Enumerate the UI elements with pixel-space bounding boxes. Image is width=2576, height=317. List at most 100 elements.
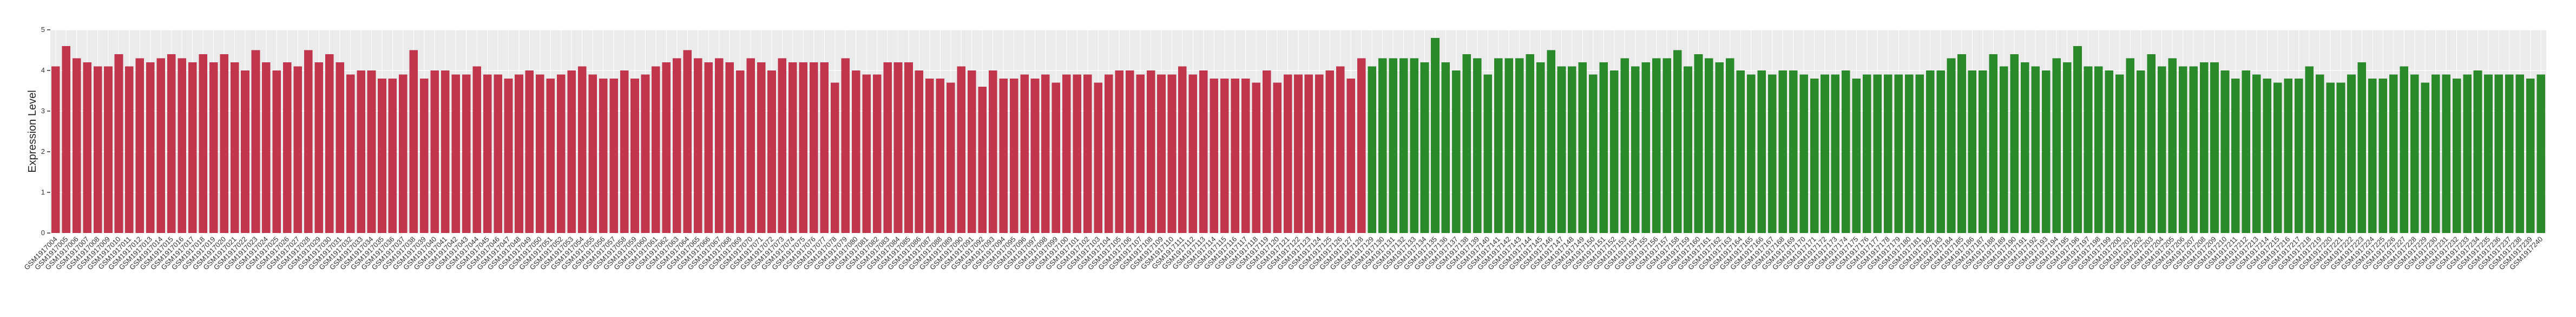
bar (314, 62, 324, 233)
bar (2357, 62, 2367, 233)
bar (652, 66, 660, 233)
bar (2199, 62, 2209, 233)
bar (1146, 70, 1155, 233)
bar (336, 62, 344, 233)
bar (2094, 66, 2103, 233)
bar (810, 62, 818, 233)
bar (599, 79, 608, 233)
bar (2115, 74, 2124, 233)
bar (1536, 62, 1545, 233)
bar (293, 66, 303, 233)
bar (978, 87, 987, 233)
bar (1399, 58, 1408, 233)
bar (1494, 58, 1503, 233)
bar (1799, 74, 1808, 233)
bar (409, 50, 418, 233)
bar (2031, 66, 2040, 233)
bar (1315, 74, 1324, 233)
x-axis-ticks: GSM1917004GSM1917005GSM1917006GSM1917007… (23, 235, 2545, 271)
bar (1357, 58, 1366, 233)
bar (546, 79, 555, 233)
bar (1115, 70, 1123, 233)
bar (2147, 54, 2156, 233)
bar (1294, 74, 1303, 233)
bars (51, 38, 2546, 233)
bar (1684, 66, 1692, 233)
bar (2315, 74, 2324, 233)
bar (209, 62, 218, 233)
bar (1526, 54, 1534, 233)
bar (662, 62, 671, 233)
bar (1831, 74, 1840, 233)
bar (178, 58, 187, 233)
bar (188, 62, 197, 233)
y-tick-label: 3 (41, 107, 45, 115)
bar (2473, 70, 2482, 233)
bar (272, 70, 281, 233)
bar (62, 46, 70, 233)
bar (1968, 70, 1977, 233)
bar (1336, 66, 1345, 233)
bar (1378, 58, 1387, 233)
bar (388, 79, 397, 233)
bar (1662, 58, 1671, 233)
bar (2189, 66, 2198, 233)
bar (1252, 82, 1260, 233)
bar (862, 74, 871, 233)
bar (1157, 74, 1166, 233)
bar (947, 82, 955, 233)
bar (1746, 74, 1756, 233)
bar (2389, 74, 2398, 233)
bar (2168, 58, 2177, 233)
bar (2210, 62, 2219, 233)
bar (2336, 82, 2345, 233)
bar (893, 62, 903, 233)
bar (2231, 79, 2240, 233)
bar (609, 79, 618, 233)
bar (114, 54, 123, 233)
bar (1283, 74, 1292, 233)
bar (988, 70, 997, 233)
y-tick-label: 5 (41, 25, 45, 34)
bar (430, 70, 439, 233)
bar (2400, 66, 2409, 233)
bar (2442, 74, 2450, 233)
bar (2421, 82, 2429, 233)
bar (641, 74, 650, 233)
y-axis-title: Expression Level (27, 90, 38, 172)
bar (1041, 74, 1050, 233)
bar (2252, 74, 2261, 233)
bar (694, 58, 702, 233)
bar (72, 58, 81, 233)
bar (1936, 70, 1945, 233)
bar (2126, 58, 2135, 233)
bar (1863, 74, 1871, 233)
bar (1842, 70, 1850, 233)
bar (2526, 79, 2535, 233)
bar (283, 62, 292, 233)
bar (2378, 79, 2388, 233)
bar (936, 79, 945, 233)
bar (851, 70, 860, 233)
bar (1673, 50, 1682, 233)
bar (156, 58, 166, 233)
bar (1452, 70, 1461, 233)
bar (1273, 82, 1282, 233)
bar (567, 70, 576, 233)
bar (367, 70, 376, 233)
bar (2052, 58, 2061, 233)
bar (167, 54, 176, 233)
bar (2062, 62, 2072, 233)
bar (1726, 58, 1734, 233)
bar (441, 70, 450, 233)
bar (883, 62, 892, 233)
bar (199, 54, 207, 233)
bar (2020, 62, 2029, 233)
bar (1262, 70, 1271, 233)
bar (1810, 79, 1819, 233)
bar (2452, 79, 2461, 233)
bar (735, 70, 745, 233)
bar (1094, 82, 1103, 233)
bar (2041, 70, 2051, 233)
